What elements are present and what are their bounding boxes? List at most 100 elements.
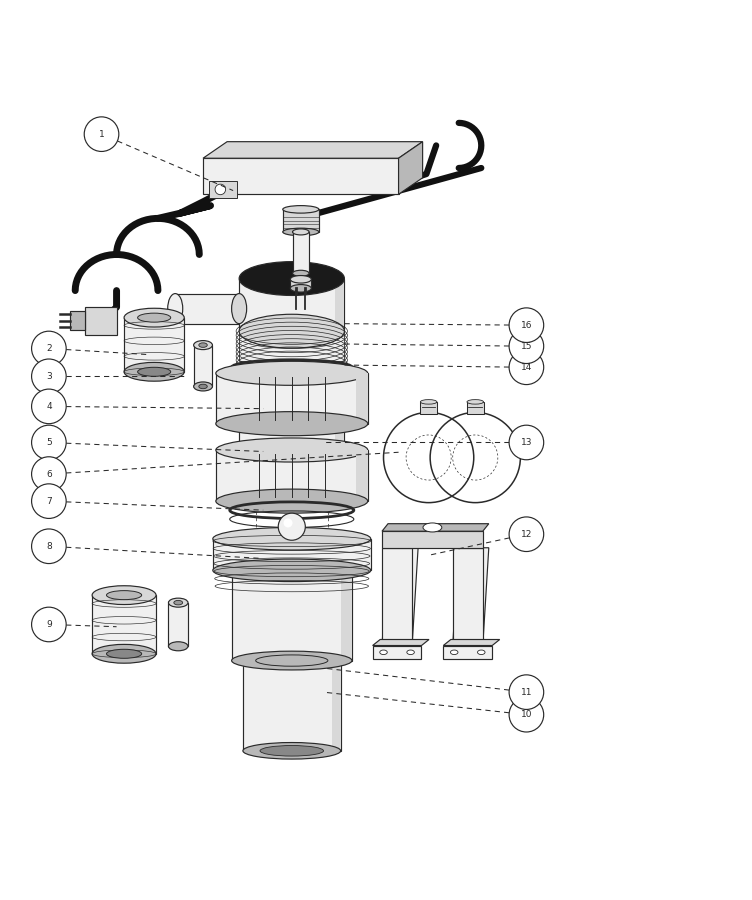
Polygon shape [85,307,117,335]
Circle shape [32,457,66,491]
Ellipse shape [239,262,344,295]
Ellipse shape [216,361,368,385]
Polygon shape [283,210,319,232]
Polygon shape [382,524,489,531]
Ellipse shape [199,343,208,347]
Ellipse shape [216,438,368,462]
Text: 5: 5 [46,438,52,447]
Ellipse shape [239,441,344,459]
Text: 7: 7 [46,497,52,506]
Polygon shape [373,645,421,659]
Circle shape [215,184,226,194]
Circle shape [278,513,305,540]
Ellipse shape [194,382,213,391]
Polygon shape [175,293,239,324]
Circle shape [509,328,544,364]
Polygon shape [216,450,368,501]
Ellipse shape [407,650,414,654]
Polygon shape [373,640,429,645]
Polygon shape [341,571,352,661]
Polygon shape [203,141,423,158]
Circle shape [32,608,66,642]
Ellipse shape [138,313,171,322]
Ellipse shape [138,367,171,376]
Circle shape [32,331,66,365]
Ellipse shape [232,561,352,580]
Polygon shape [444,640,499,645]
Ellipse shape [290,284,311,292]
Text: 9: 9 [46,620,52,629]
Polygon shape [213,539,371,571]
Circle shape [509,308,544,343]
Circle shape [32,425,66,460]
Polygon shape [232,571,352,661]
Ellipse shape [293,270,309,276]
Text: 1: 1 [99,130,105,139]
Polygon shape [239,424,344,450]
Ellipse shape [283,229,319,236]
Ellipse shape [256,655,328,666]
Polygon shape [382,548,418,645]
Text: 14: 14 [520,363,532,372]
Text: 12: 12 [520,530,532,539]
Polygon shape [399,141,423,194]
Ellipse shape [168,598,188,608]
Ellipse shape [213,559,371,581]
Ellipse shape [216,489,368,513]
Polygon shape [168,603,188,646]
Text: 3: 3 [46,372,52,381]
Polygon shape [444,645,492,659]
Text: 8: 8 [46,542,52,551]
Polygon shape [335,424,344,450]
Polygon shape [70,310,85,329]
Polygon shape [335,278,344,331]
Circle shape [509,425,544,460]
Ellipse shape [290,275,311,284]
Ellipse shape [194,340,213,349]
Ellipse shape [232,293,247,324]
Polygon shape [453,548,489,645]
Ellipse shape [107,649,141,658]
Circle shape [509,675,544,709]
Ellipse shape [92,586,156,605]
Text: 2: 2 [46,344,52,353]
Ellipse shape [467,400,484,404]
Polygon shape [203,158,399,194]
Polygon shape [124,318,184,372]
Polygon shape [420,402,437,414]
Ellipse shape [107,590,141,599]
Ellipse shape [124,308,184,327]
Ellipse shape [239,314,344,348]
Polygon shape [332,661,341,751]
Ellipse shape [168,293,183,324]
Ellipse shape [232,652,352,670]
Polygon shape [290,279,311,288]
Circle shape [32,389,66,424]
Polygon shape [209,181,237,198]
Circle shape [509,350,544,384]
Ellipse shape [92,644,156,663]
Text: 16: 16 [520,320,532,329]
Polygon shape [356,374,368,424]
Polygon shape [293,232,309,274]
Ellipse shape [478,650,485,654]
Text: 13: 13 [520,438,532,447]
Text: 15: 15 [520,342,532,351]
Ellipse shape [199,384,208,389]
Polygon shape [92,595,156,653]
Polygon shape [382,531,483,548]
Ellipse shape [380,650,387,654]
Polygon shape [356,450,368,501]
Ellipse shape [293,229,309,235]
Polygon shape [216,374,368,424]
Polygon shape [382,548,412,645]
Ellipse shape [420,400,437,404]
Polygon shape [453,548,483,645]
Ellipse shape [124,363,184,382]
Text: 6: 6 [46,470,52,479]
Ellipse shape [216,411,368,436]
Circle shape [32,529,66,563]
Polygon shape [467,402,484,414]
Circle shape [84,117,119,151]
Ellipse shape [213,527,371,550]
